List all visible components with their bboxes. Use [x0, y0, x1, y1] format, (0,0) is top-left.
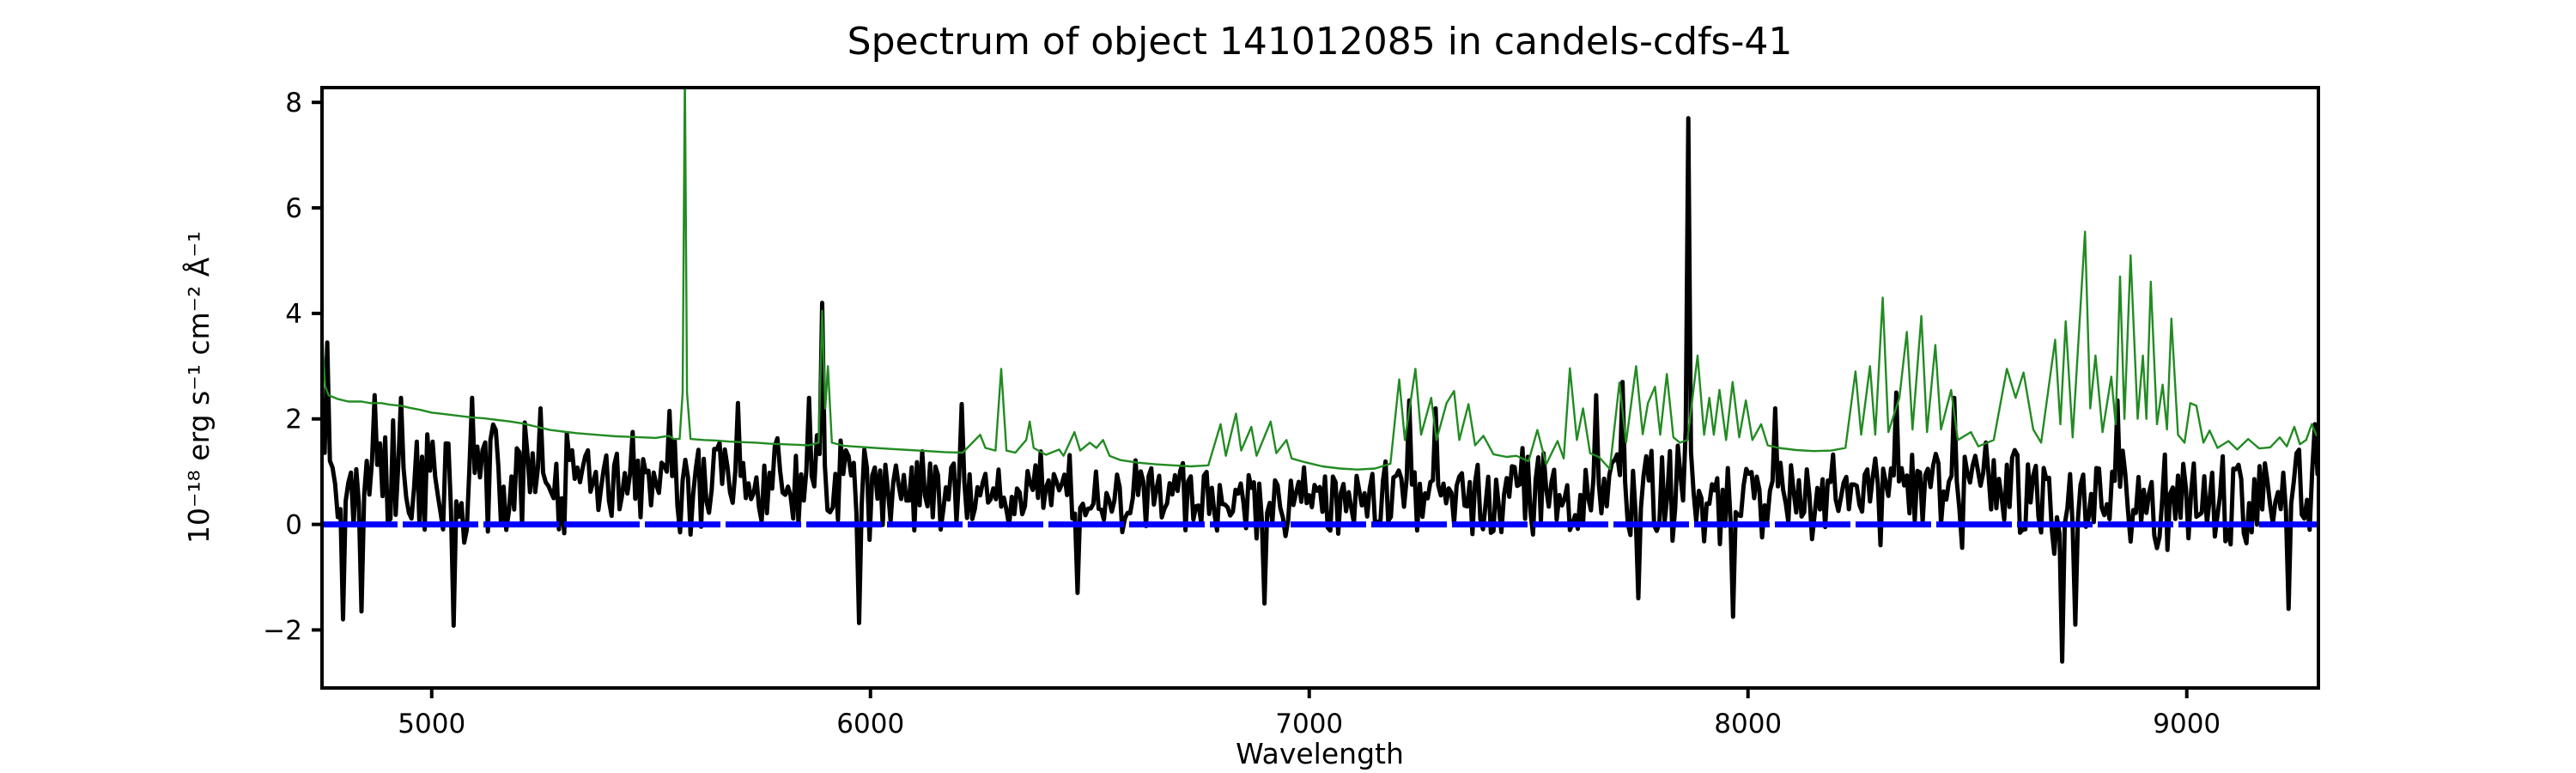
- x-tick-label: 8000: [1714, 709, 1782, 740]
- chart-title: Spectrum of object 141012085 in candels-…: [848, 20, 1793, 64]
- y-tick-label: 0: [285, 510, 302, 541]
- y-tick-label: 4: [285, 299, 302, 330]
- flux-series-line: [322, 116, 2318, 664]
- x-axis-label: Wavelength: [1236, 737, 1404, 770]
- x-tick-label: 9000: [2153, 709, 2221, 740]
- plot-frame: [320, 86, 2320, 690]
- y-tick-label: −2: [263, 615, 302, 646]
- x-axis-ticks: 5000 6000 7000 8000 9000: [398, 688, 2221, 740]
- series-group: [322, 88, 2318, 664]
- x-tick-label: 7000: [1275, 709, 1343, 740]
- y-tick-label: 6: [285, 193, 302, 224]
- sky-series-line: [322, 88, 2318, 471]
- y-tick-label: 8: [285, 88, 302, 119]
- y-axis-label: 10⁻¹⁸ erg s⁻¹ cm⁻² Å⁻¹: [181, 231, 216, 544]
- y-tick-label: 2: [285, 405, 302, 435]
- x-tick-label: 6000: [836, 709, 904, 740]
- y-axis-ticks: −2 0 2 4 6 8: [263, 88, 322, 646]
- x-tick-label: 5000: [398, 709, 465, 740]
